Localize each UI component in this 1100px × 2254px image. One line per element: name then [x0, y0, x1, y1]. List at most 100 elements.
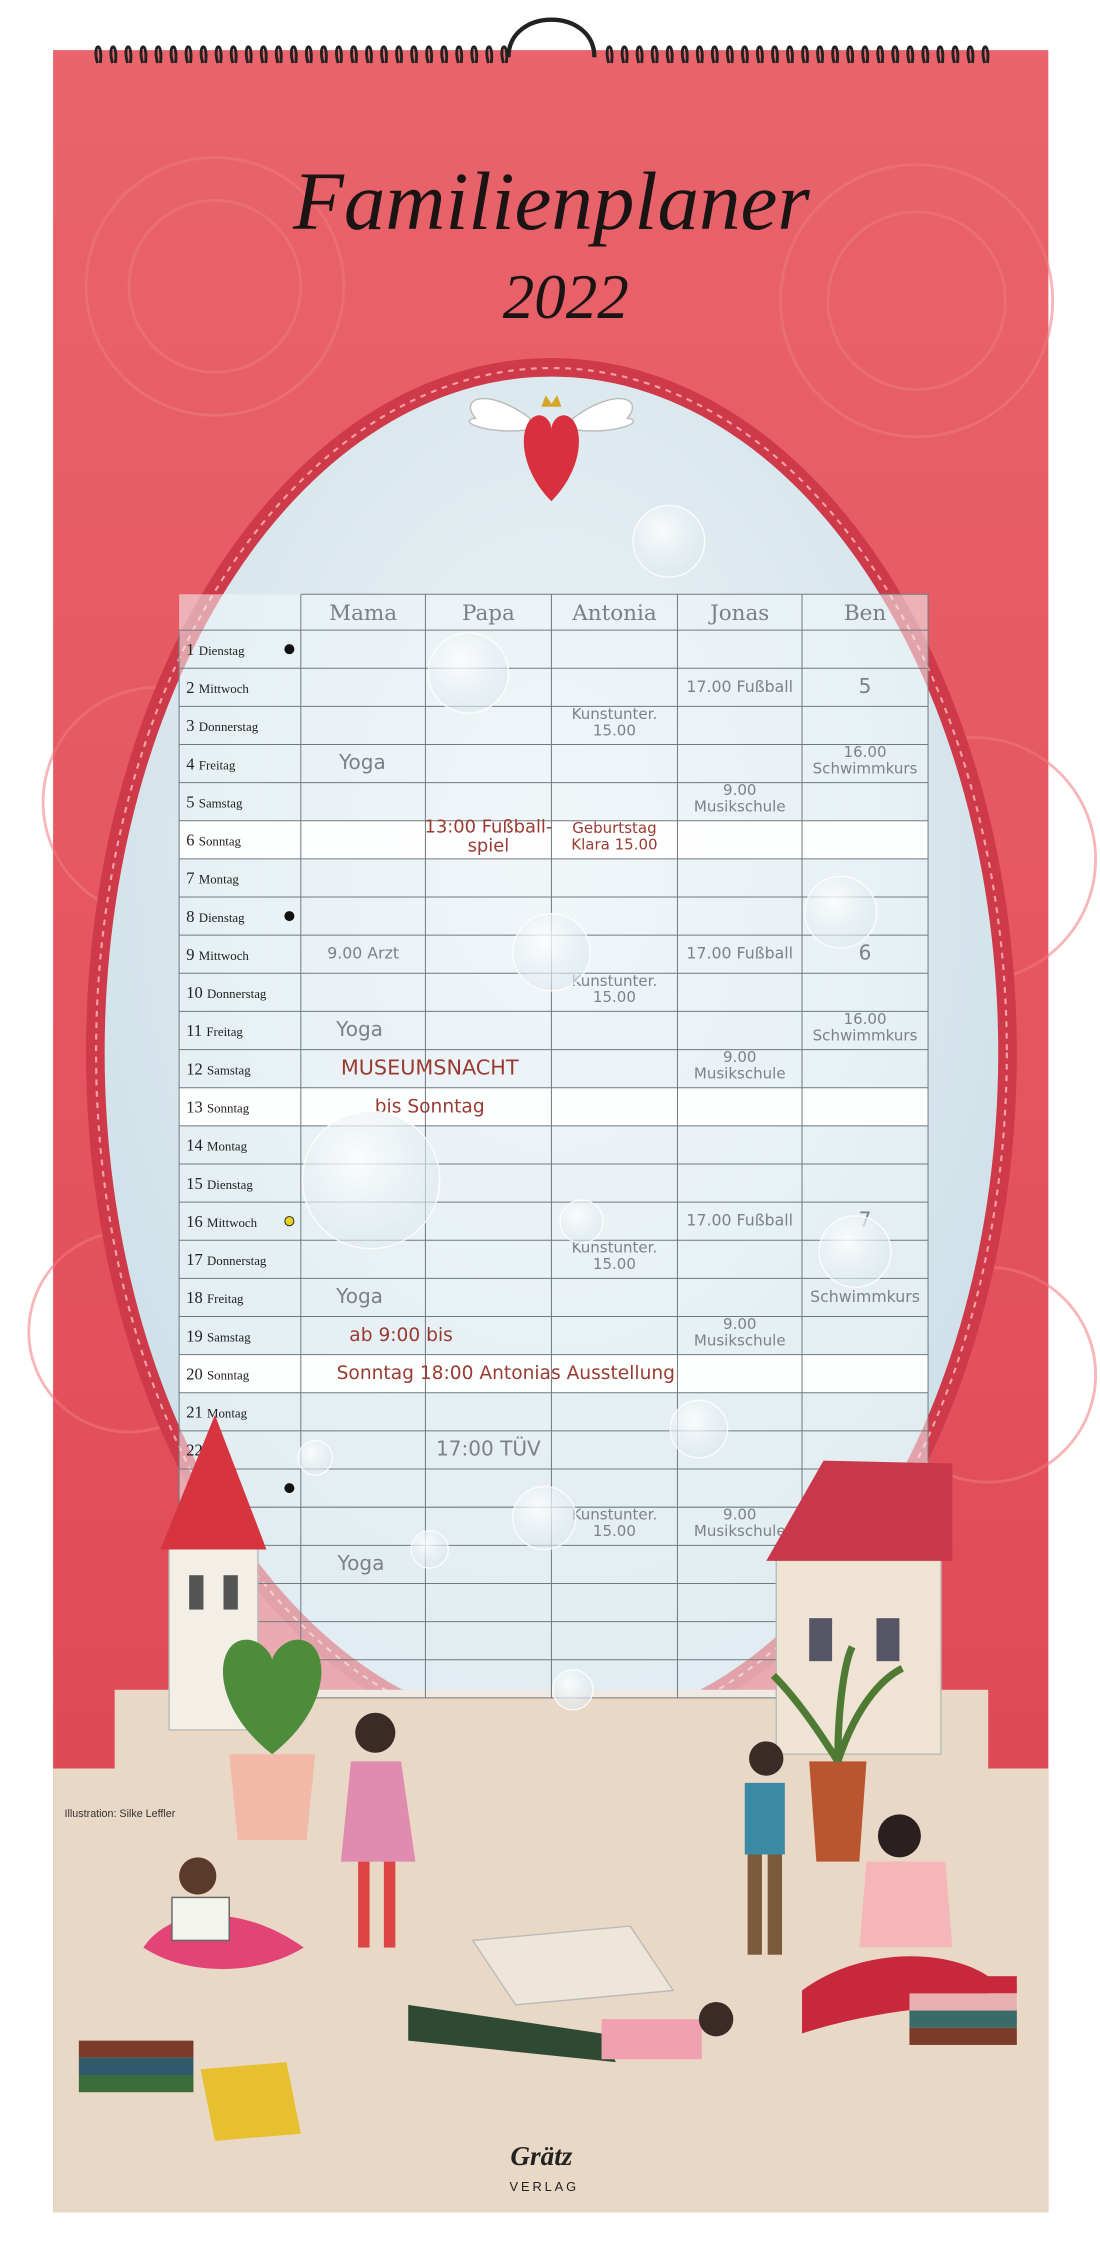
spiral-loop	[199, 45, 208, 64]
bubbles	[297, 504, 892, 1711]
sunday-row	[179, 1354, 929, 1393]
spiral-loop	[605, 45, 614, 64]
spiral-loop	[891, 45, 900, 64]
spiral-loop	[214, 45, 223, 64]
day-number: 14	[186, 1136, 202, 1155]
day-label: 19 Samstag	[186, 1326, 251, 1345]
bubble	[512, 1485, 577, 1551]
column-name: Antonia	[571, 601, 657, 626]
entry-line: Schwimmkurs	[813, 1026, 918, 1044]
spiral-loop	[710, 45, 719, 64]
moon-phase	[284, 1483, 295, 1494]
entry: 17.00 Fußball	[686, 1211, 793, 1230]
entry-line: Kunstunter.	[572, 972, 658, 990]
year: 2022	[503, 262, 629, 332]
entry-line: 9.00	[723, 1048, 756, 1066]
entry: Yoga	[338, 750, 386, 774]
publisher-sub: VERLAG	[510, 2179, 579, 2194]
publisher: Grätz	[510, 2141, 572, 2171]
day-number: 17	[186, 1250, 202, 1269]
entry-line: 15.00	[593, 1522, 636, 1540]
entry: MUSEUMSNACHT	[341, 1056, 519, 1080]
day-number: 12	[186, 1059, 202, 1078]
entry-line: 15.00	[593, 721, 636, 739]
entry-line: 15.00	[593, 988, 636, 1006]
weekday: Mittwoch	[199, 682, 250, 696]
weekday: Montag	[207, 1140, 248, 1154]
spiral-loop	[244, 45, 253, 64]
entry: Sonntag 18:00 Antonias Ausstellung	[337, 1363, 675, 1384]
spiral-loop	[966, 45, 975, 64]
day-number: 6	[186, 831, 194, 850]
entry-line: 13:00 Fußball-	[424, 816, 552, 837]
weekday: Mittwoch	[207, 1216, 258, 1230]
day-label: 11 Freitag	[186, 1021, 243, 1040]
weekday: Samstag	[199, 796, 243, 810]
entry-line: 9.00	[723, 1315, 756, 1333]
bubble	[410, 1530, 450, 1569]
entry-line: 15.00	[593, 1255, 636, 1273]
day-label: 12 Samstag	[186, 1059, 251, 1078]
day-number: 5	[186, 792, 194, 811]
entry: ab 9:00 bis	[349, 1325, 453, 1346]
spiral-loop	[124, 45, 133, 64]
day-number: 10	[186, 983, 202, 1002]
spiral-loop	[861, 45, 870, 64]
day-label: 10 Donnerstag	[186, 983, 267, 1002]
spiral-loop	[981, 45, 990, 64]
entry-line: Kunstunter.	[572, 705, 658, 723]
spiral-loop	[470, 45, 479, 64]
day-label: 22	[186, 1441, 202, 1460]
entry-line: Geburtstag	[572, 819, 656, 837]
weekday: Dienstag	[207, 1178, 253, 1192]
spiral-loop	[304, 45, 313, 64]
spiral-loop	[801, 45, 809, 64]
day-label: 6 Sonntag	[186, 831, 241, 850]
entry: 17:00 TÜV	[436, 1436, 541, 1460]
entry-line: Klara 15.00	[571, 836, 657, 854]
entry-line: Schwimmkurs	[813, 759, 918, 777]
day-label: 18 Freitag	[186, 1288, 244, 1307]
spiral-loop	[350, 45, 358, 64]
day-label: 21 Montag	[186, 1403, 247, 1422]
weekday: Freitag	[206, 1025, 243, 1039]
weekday: Dienstag	[199, 644, 245, 658]
spiral-loop	[440, 45, 449, 64]
spiral-loop	[635, 45, 644, 64]
spiral-loop	[320, 45, 328, 64]
spiral-loop	[620, 45, 629, 64]
day-number: 1	[186, 640, 194, 659]
entry-line: Kunstunter.	[572, 1506, 658, 1524]
entry: bis Sonntag	[375, 1096, 485, 1117]
spiral-loop	[786, 45, 794, 64]
day-number: 19	[186, 1326, 202, 1345]
day-number: 18	[186, 1288, 202, 1307]
bubble	[552, 1669, 594, 1711]
entry: Yoga	[335, 1017, 383, 1041]
day-number: 7	[186, 869, 194, 888]
entry: Yoga	[335, 1284, 383, 1308]
bubble	[427, 632, 510, 714]
column-name: Papa	[462, 601, 515, 626]
spiral-loop	[695, 45, 704, 64]
spiral-loop	[650, 45, 659, 64]
day-number: 16	[186, 1212, 202, 1231]
weekday: Donnerstag	[207, 1254, 267, 1268]
bubble	[297, 1439, 334, 1476]
entry: Schwimmkurs	[810, 1287, 920, 1306]
bubble	[804, 875, 878, 949]
spiral-loop	[410, 45, 418, 64]
spiral-loop	[425, 45, 434, 64]
entry: 6	[859, 941, 872, 965]
spiral-loop	[184, 45, 193, 64]
day-label: 13 Sonntag	[186, 1098, 250, 1117]
spiral-loop	[771, 45, 779, 64]
spiral-loop	[951, 45, 960, 64]
weekday: Montag	[199, 873, 240, 887]
spiral-loop	[500, 45, 509, 64]
spiral-loop	[665, 45, 674, 64]
weekday: Samstag	[207, 1063, 251, 1077]
bubble	[669, 1399, 729, 1459]
day-number: 2	[186, 678, 194, 697]
